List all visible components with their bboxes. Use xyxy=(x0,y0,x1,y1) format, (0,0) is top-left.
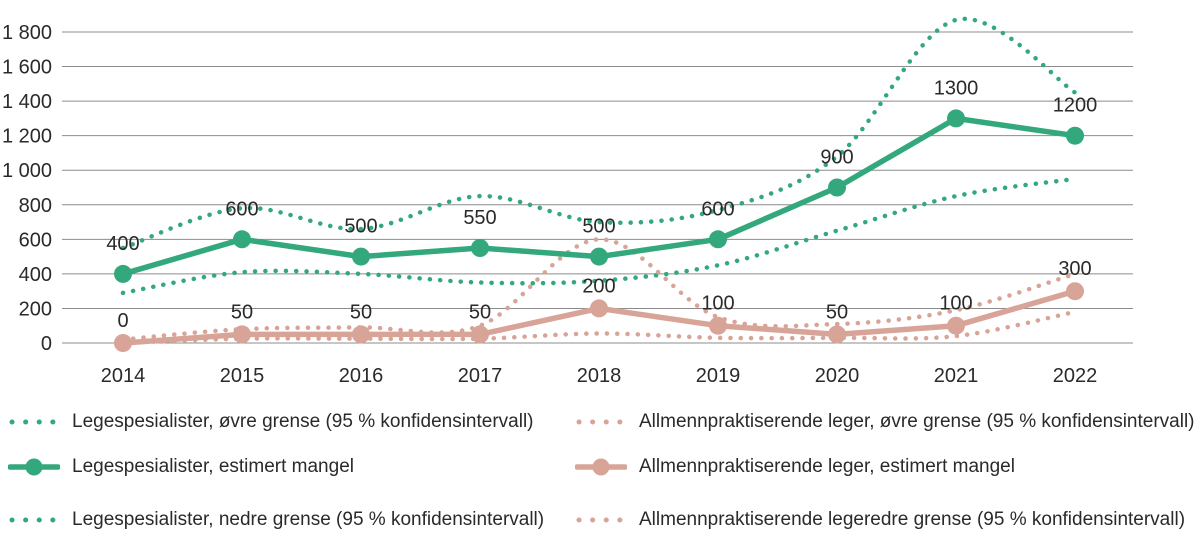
legend-item-allmennpraktiserende-ovre-grense: Allmennpraktiserende leger, øvre grense … xyxy=(575,408,1195,436)
x-axis-tick-labels: 2014 2015 2016 2017 2018 2019 2020 2021 2022 xyxy=(101,365,1098,387)
y-tick-label: 1 400 xyxy=(2,91,52,113)
data-label: 600 xyxy=(225,198,258,220)
data-point-marker xyxy=(233,230,251,249)
legend-item-allmennpraktiserende-estimert-mangel: Allmennpraktiserende leger, estimert man… xyxy=(575,453,1015,481)
y-tick-label: 600 xyxy=(19,229,52,251)
data-label: 550 xyxy=(463,207,496,229)
y-tick-label: 1 200 xyxy=(2,126,52,148)
x-tick-label: 2018 xyxy=(577,365,622,387)
series-legespesialister-vre-grense-95-konfidensinterval xyxy=(120,16,1078,251)
data-point-marker xyxy=(352,325,370,344)
legend-item-legespesialister-nedre-grense: Legespesialister, nedre grense (95 % kon… xyxy=(8,506,544,534)
x-tick-label: 2022 xyxy=(1053,365,1098,387)
solid-line-marker-swatch-icon xyxy=(575,458,627,476)
x-tick-label: 2019 xyxy=(696,365,741,387)
y-tick-label: 400 xyxy=(19,264,52,286)
x-tick-label: 2020 xyxy=(815,365,860,387)
data-label: 50 xyxy=(231,301,253,323)
markers-legespesialister-estimert-mangel xyxy=(114,109,1084,283)
dotted-line-swatch-icon xyxy=(9,517,60,523)
y-axis-tick-labels: 0 200 400 600 800 1 000 1 200 1 400 1 600 1 800 xyxy=(2,22,52,355)
data-label: 200 xyxy=(582,275,615,297)
legend-label: Legespesialister, øvre grense (95 % konf… xyxy=(72,411,534,432)
legend-label: Legespesialister, nedre grense (95 % kon… xyxy=(72,509,545,530)
data-point-marker xyxy=(1066,282,1084,301)
data-label: 50 xyxy=(350,301,372,323)
data-point-marker xyxy=(114,334,132,352)
data-point-marker xyxy=(1066,126,1084,145)
line-chart: 0 200 400 600 800 1 000 1 200 1 400 1 600 1 800 20… xyxy=(2,16,1133,387)
x-tick-label: 2016 xyxy=(339,365,384,387)
data-label: 300 xyxy=(1058,258,1091,280)
data-point-marker xyxy=(471,239,489,257)
data-label: 100 xyxy=(939,293,972,315)
y-tick-label: 1 000 xyxy=(2,160,52,182)
data-point-marker xyxy=(709,316,727,335)
data-label: 600 xyxy=(701,198,734,220)
data-label: 400 xyxy=(106,233,139,255)
x-tick-label: 2015 xyxy=(220,365,265,387)
data-point-marker xyxy=(828,178,846,197)
legend-label: Allmennpraktiserende legeredre grense (9… xyxy=(639,509,1186,530)
data-label: 100 xyxy=(701,293,734,315)
legend-item-allmennpraktiserende-nedre-grense: Allmennpraktiserende legeredre grense (9… xyxy=(575,506,1185,534)
legend-label: Allmennpraktiserende leger, estimert man… xyxy=(639,456,1015,477)
y-tick-label: 0 xyxy=(41,333,52,355)
x-tick-label: 2014 xyxy=(101,365,146,387)
data-point-marker xyxy=(947,109,965,128)
data-point-marker xyxy=(828,325,846,344)
data-point-marker xyxy=(709,230,727,249)
data-point-marker xyxy=(590,247,608,266)
data-label: 0 xyxy=(117,310,128,332)
legend-label: Allmennpraktiserende leger, øvre grense … xyxy=(639,411,1195,432)
series-allmennpraktiserende-leger-vre-grense-95-konfide xyxy=(120,237,1078,342)
x-tick-label: 2021 xyxy=(934,365,979,387)
data-label: 900 xyxy=(820,147,853,169)
data-point-marker xyxy=(114,264,132,283)
data-label: 50 xyxy=(469,301,491,323)
dotted-line-swatch-icon xyxy=(9,419,60,425)
data-point-marker xyxy=(947,316,965,335)
y-tick-label: 200 xyxy=(19,298,52,320)
data-point-marker xyxy=(590,299,608,318)
legend-item-legespesialister-ovre-grense: Legespesialister, øvre grense (95 % konf… xyxy=(8,408,534,436)
dotted-line-swatch-icon xyxy=(576,419,627,425)
solid-line-marker-swatch-icon xyxy=(8,458,60,476)
data-point-marker xyxy=(352,247,370,266)
legend-item-legespesialister-estimert-mangel: Legespesialister, estimert mangel xyxy=(8,453,354,481)
data-label: 1300 xyxy=(934,77,979,99)
data-point-marker xyxy=(233,325,251,344)
markers-allmennpraktiserende-leger-estimert-mangel xyxy=(114,282,1084,352)
data-label: 1200 xyxy=(1053,95,1098,117)
dotted-line-swatch-icon xyxy=(576,517,627,523)
data-labels: 400 600 500 550 500 600 900 1300 1200 0 50 50 50 200 1… xyxy=(106,77,1097,332)
data-label: 500 xyxy=(344,216,377,238)
y-tick-label: 800 xyxy=(19,195,52,217)
data-point-marker xyxy=(471,325,489,344)
data-label: 500 xyxy=(582,216,615,238)
x-tick-label: 2017 xyxy=(458,365,503,387)
y-tick-label: 1 800 xyxy=(2,22,52,44)
legend-label: Legespesialister, estimert mangel xyxy=(72,456,354,477)
data-label: 50 xyxy=(826,301,848,323)
y-tick-label: 1 600 xyxy=(2,57,52,79)
